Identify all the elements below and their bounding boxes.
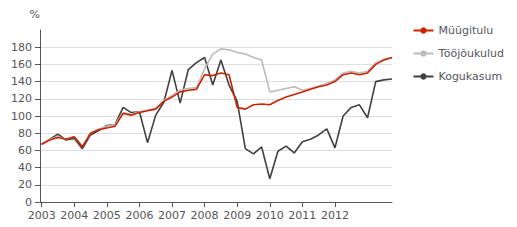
svg-text:2003: 2003 xyxy=(28,209,56,222)
svg-text:2010: 2010 xyxy=(256,209,284,222)
svg-text:20: 20 xyxy=(18,178,32,191)
svg-text:Tööjõukulud: Tööjõukulud xyxy=(437,47,504,60)
svg-text:60: 60 xyxy=(18,144,32,157)
svg-text:%: % xyxy=(30,8,40,21)
svg-text:80: 80 xyxy=(18,127,32,140)
svg-text:100: 100 xyxy=(11,110,32,123)
svg-text:40: 40 xyxy=(18,161,32,174)
svg-text:2011: 2011 xyxy=(288,209,316,222)
svg-text:0: 0 xyxy=(25,196,32,209)
svg-text:Müügitulu: Müügitulu xyxy=(438,24,493,37)
svg-text:2009: 2009 xyxy=(223,209,251,222)
svg-text:Kogukasum: Kogukasum xyxy=(438,70,502,83)
svg-text:2005: 2005 xyxy=(93,209,121,222)
svg-text:2012: 2012 xyxy=(321,209,349,222)
svg-text:2006: 2006 xyxy=(125,209,153,222)
svg-text:140: 140 xyxy=(11,75,32,88)
svg-text:2008: 2008 xyxy=(191,209,219,222)
svg-text:120: 120 xyxy=(11,92,32,105)
svg-text:180: 180 xyxy=(11,41,32,54)
svg-text:160: 160 xyxy=(11,58,32,71)
svg-text:2004: 2004 xyxy=(60,209,88,222)
svg-text:2007: 2007 xyxy=(158,209,186,222)
